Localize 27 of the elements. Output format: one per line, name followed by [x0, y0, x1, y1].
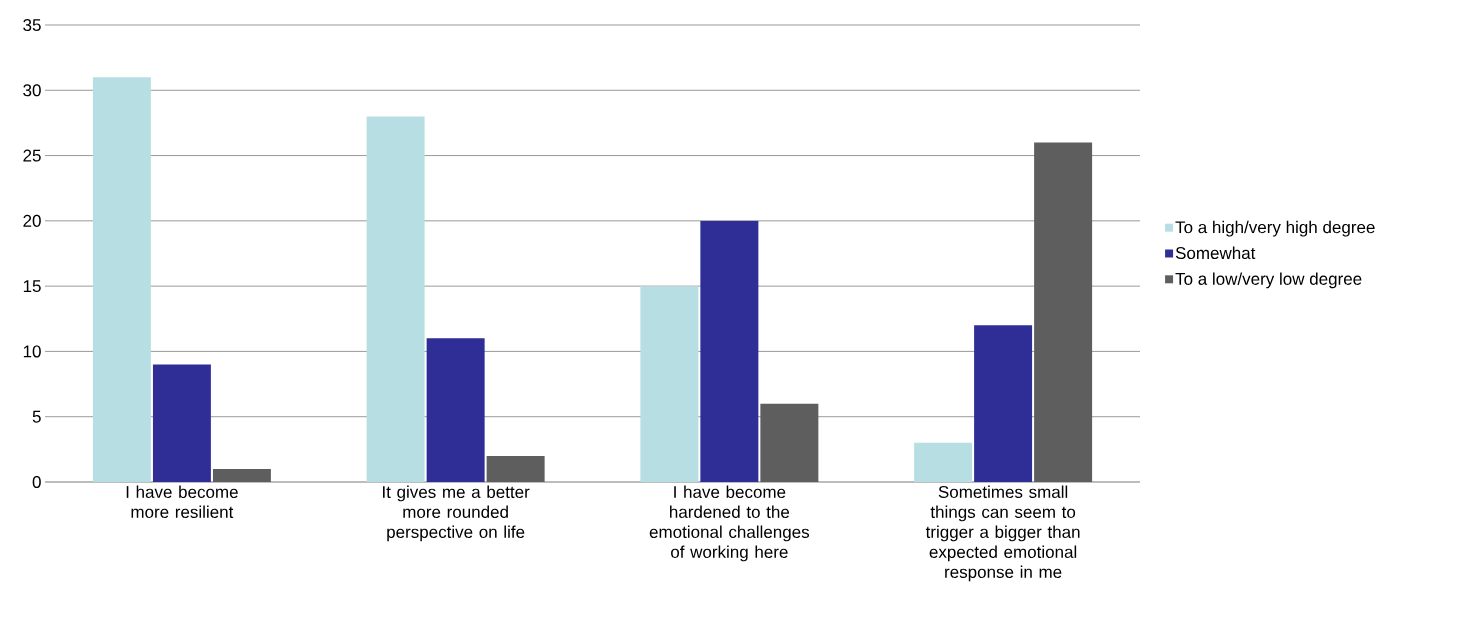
y-tick-label: 15 — [23, 280, 41, 293]
x-tick-label: It gives me a better more rounded perspective on life — [383, 485, 530, 542]
bar — [212, 468, 271, 482]
bar — [426, 338, 485, 482]
legend-label: To a low/very low degree — [1175, 272, 1362, 289]
bar — [92, 77, 151, 482]
bar — [1034, 142, 1093, 482]
y-tick-label: 0 — [32, 475, 41, 489]
bar — [914, 442, 973, 482]
y-tick-label: 20 — [23, 214, 41, 227]
y-tick-label: 10 — [23, 345, 41, 358]
legend-label: To a high/very high degree — [1175, 220, 1375, 237]
x-tick-label: I have become hardened to the emotional challenges of working here — [649, 485, 810, 562]
x-tick-label: Sometimes small things can seem to trigger a bigger than expected emotional response in me — [925, 485, 1080, 582]
bar — [486, 455, 545, 482]
bar — [974, 325, 1033, 482]
bar — [760, 403, 819, 482]
bar — [366, 116, 425, 482]
bar — [700, 220, 759, 482]
y-tick-label: 30 — [23, 84, 41, 97]
bar — [640, 286, 699, 482]
x-tick-label: I have become more resilient — [126, 485, 238, 519]
legend-label: Somewhat — [1175, 246, 1256, 260]
y-tick-label: 25 — [23, 149, 41, 162]
bar — [152, 364, 211, 482]
y-tick-label: 5 — [32, 410, 41, 423]
y-tick-label: 35 — [23, 18, 41, 32]
